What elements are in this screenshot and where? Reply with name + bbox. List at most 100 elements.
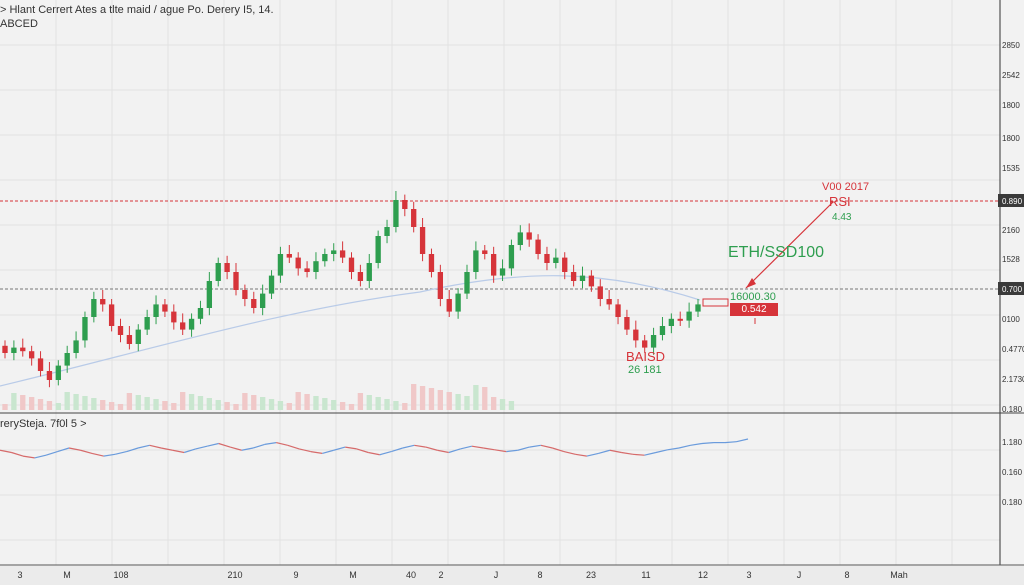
- volume-bar: [402, 403, 408, 410]
- candle-body: [91, 299, 97, 317]
- candle-body: [686, 311, 692, 321]
- time-axis-label: 3: [17, 570, 22, 580]
- candle-body: [357, 272, 364, 281]
- candles: [2, 191, 701, 388]
- candle-body: [188, 318, 195, 330]
- oscillator-segment: [655, 449, 668, 454]
- candle-body: [197, 308, 204, 319]
- volume-bar: [357, 393, 364, 410]
- price-axis-label: 0.180: [1002, 405, 1023, 414]
- oscillator-segment: [34, 454, 47, 459]
- candle-body: [508, 245, 515, 269]
- volume-bar: [11, 393, 17, 410]
- oscillator-segment: [724, 441, 737, 444]
- candle-body: [73, 340, 79, 353]
- volume-bar: [268, 399, 275, 410]
- rsi-label: RSI: [829, 194, 851, 209]
- oscillator-segment: [45, 451, 58, 456]
- candle-body: [411, 209, 417, 227]
- oscillator-segment: [80, 449, 93, 454]
- volume-bar: [331, 400, 337, 410]
- volume-bar: [304, 394, 310, 410]
- volume-bar: [117, 404, 124, 410]
- volume-bar: [206, 398, 213, 410]
- candle-body: [126, 335, 133, 344]
- oscillator-segment: [483, 447, 495, 451]
- volume-bar: [215, 400, 221, 410]
- candle-body: [455, 293, 461, 312]
- volume-bar: [242, 393, 248, 410]
- oscillator-segment: [402, 444, 415, 449]
- candle-body: [588, 275, 595, 287]
- time-axis-label: 8: [844, 570, 849, 580]
- oscillator-segment: [494, 449, 507, 453]
- oscillator-segment: [609, 449, 622, 454]
- volume-bar: [126, 393, 133, 410]
- oscillator-axis-label: 1.180: [1002, 438, 1023, 447]
- oscillator-segment: [575, 453, 587, 457]
- candle-body: [322, 254, 328, 262]
- candle-body: [437, 272, 444, 299]
- price-axis-label: 0.700: [1002, 285, 1023, 294]
- candle-body: [499, 268, 506, 276]
- volume-bar: [464, 396, 470, 410]
- candle-body: [348, 257, 355, 272]
- oscillator-lines: [0, 438, 749, 459]
- candle-body: [28, 351, 35, 359]
- candle-body: [606, 299, 612, 305]
- volume-bar: [91, 398, 97, 410]
- candle-body: [659, 326, 666, 335]
- oscillator-segment: [149, 444, 162, 449]
- volume-bar: [508, 401, 515, 410]
- candle-body: [482, 250, 488, 254]
- candle-body: [144, 317, 150, 330]
- oscillator-axis-label: 0.180: [1002, 498, 1023, 507]
- volume-bar: [108, 402, 115, 410]
- time-axis-label: Mah: [890, 570, 908, 580]
- candle-body: [259, 293, 266, 308]
- volume-bar: [393, 401, 399, 410]
- oscillator-axis-label: 0.160: [1002, 468, 1023, 477]
- oscillator-segment: [287, 444, 300, 450]
- year-label: V00 2017: [822, 181, 870, 193]
- candle-body: [304, 268, 310, 272]
- oscillator-segment: [563, 451, 576, 455]
- oscillator-segment: [57, 447, 70, 453]
- candle-body: [375, 236, 381, 263]
- volume-bar: [144, 397, 150, 410]
- volume-bar: [322, 398, 328, 410]
- candle-body: [553, 257, 559, 263]
- oscillator-segment: [356, 448, 369, 454]
- volume-bar: [251, 395, 257, 410]
- oscillator-segment: [368, 451, 380, 456]
- candle-body: [206, 281, 213, 308]
- volume-bar: [73, 394, 79, 410]
- candle-body: [55, 365, 61, 380]
- oscillator-segment: [345, 446, 357, 450]
- volume-bar: [437, 390, 444, 410]
- volume-bar: [135, 395, 141, 410]
- candle-body: [615, 304, 621, 317]
- volume-bar: [197, 396, 204, 410]
- oscillator-segment: [678, 444, 691, 449]
- candle-body: [695, 304, 701, 312]
- oscillator-segment: [414, 444, 426, 448]
- oscillator-segment: [322, 449, 334, 454]
- oscillator-segment: [207, 442, 219, 447]
- oscillator-segment: [0, 449, 12, 454]
- volume-bar: [55, 403, 61, 410]
- oscillator-segment: [598, 449, 611, 454]
- oscillator-segment: [68, 447, 81, 451]
- oscillator-segment: [701, 442, 714, 445]
- candle-body: [473, 250, 479, 272]
- price-axis-label: 1535: [1002, 164, 1020, 173]
- candle-body: [393, 200, 399, 227]
- candle-body: [2, 345, 8, 353]
- price-axis-marker: [998, 282, 1024, 295]
- time-axis-label: 23: [586, 570, 596, 580]
- oscillator-segment: [183, 448, 196, 454]
- volume-bar: [162, 401, 168, 410]
- price-axis-label: 2160: [1002, 226, 1020, 235]
- rsi-value: 4.43: [832, 212, 852, 223]
